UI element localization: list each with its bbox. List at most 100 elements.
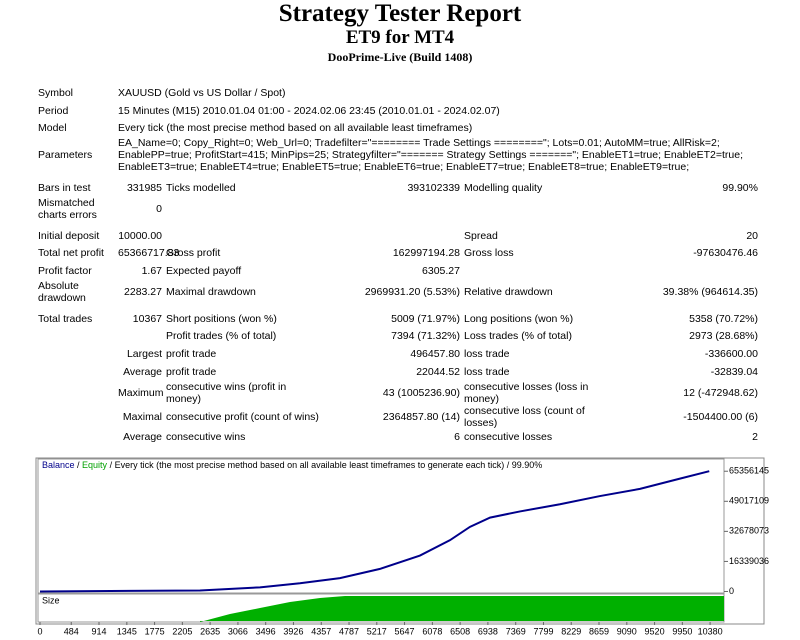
field-label: consecutive wins (profit in money) xyxy=(166,380,287,405)
report-row: Maximum consecutive wins (profit in money… xyxy=(36,381,760,405)
field-label: Gross loss xyxy=(464,247,514,260)
x-tick-label: 0 xyxy=(37,626,42,636)
field-value: 2973 (28.68%) xyxy=(689,330,758,343)
report-row: Symbol XAUUSD (Gold vs US Dollar / Spot) xyxy=(36,84,760,102)
field-label: consecutive losses (loss in money) xyxy=(464,380,589,405)
y-tick-label: 49017109 xyxy=(729,496,769,506)
report-row: Profit trades (% of total) 7394 (71.32%) L… xyxy=(36,328,760,346)
x-tick-label: 9950 xyxy=(672,626,692,636)
field-label: consecutive wins xyxy=(166,431,246,444)
field-label: Symbol xyxy=(38,86,74,99)
field-label: consecutive loss (count of losses) xyxy=(464,404,585,429)
x-tick-label: 9520 xyxy=(645,626,665,636)
field-value: Largest xyxy=(126,348,162,361)
x-tick-label: 2635 xyxy=(200,626,220,636)
field-label: Parameters xyxy=(38,149,93,162)
legend-model: Every tick (the most precise method base… xyxy=(115,460,505,470)
field-label: Maximal drawdown xyxy=(166,285,256,298)
field-label: consecutive profit (count of wins) xyxy=(166,410,319,423)
report-section: Symbol XAUUSD (Gold vs US Dollar / Spot) P… xyxy=(36,84,760,173)
x-tick-label: 8659 xyxy=(589,626,609,636)
legend-equity: Equity xyxy=(82,460,108,470)
field-value: 2283.27 xyxy=(124,285,162,298)
x-tick-label: 1775 xyxy=(145,626,165,636)
balance-line xyxy=(39,470,710,593)
x-tick-label: 4357 xyxy=(311,626,331,636)
report-section: Initial deposit 10000.00 Spread 20 Total net… xyxy=(36,227,760,304)
report-row: Average consecutive wins 6 consecutive loss… xyxy=(36,429,760,447)
report-row: Maximal consecutive profit (count of wins… xyxy=(36,405,760,429)
report-section: Bars in test 331985 Ticks modelled 39310233… xyxy=(36,179,760,221)
field-label: Mismatched charts errors xyxy=(38,196,97,221)
x-tick-label: 3066 xyxy=(228,626,248,636)
field-value: Average xyxy=(123,365,162,378)
x-tick-label: 6078 xyxy=(422,626,442,636)
report-row: Initial deposit 10000.00 Spread 20 xyxy=(36,227,760,245)
y-tick-label: 16339036 xyxy=(729,556,769,566)
report-row: Parameters EA_Name=0; Copy_Right=0; Web_U… xyxy=(36,137,760,173)
field-label: profit trade xyxy=(166,348,217,361)
x-tick-label: 484 xyxy=(64,626,79,636)
x-tick-label: 914 xyxy=(91,626,106,636)
x-tick-label: 1345 xyxy=(117,626,137,636)
field-value: 0 xyxy=(156,202,162,215)
field-label: Absolute drawdown xyxy=(38,279,86,304)
x-tick-label: 7799 xyxy=(533,626,553,636)
field-value: 10000.00 xyxy=(118,229,162,242)
field-label: Profit trades (% of total) xyxy=(166,330,277,343)
report-row: Largest profit trade 496457.80 loss trade -3… xyxy=(36,345,760,363)
field-label: loss trade xyxy=(464,348,510,361)
field-label: loss trade xyxy=(464,365,510,378)
field-label: Loss trades (% of total) xyxy=(464,330,572,343)
report-table: Symbol XAUUSD (Gold vs US Dollar / Spot) P… xyxy=(36,84,760,446)
field-value: 22044.52 xyxy=(416,365,460,378)
field-label: Expected payoff xyxy=(166,264,242,277)
x-tick-label: 3496 xyxy=(256,626,276,636)
field-label: consecutive losses xyxy=(464,431,553,444)
field-label: Modelling quality xyxy=(464,181,543,194)
field-value: 2364857.80 (14) xyxy=(382,410,460,423)
x-tick-label: 2205 xyxy=(172,626,192,636)
field-label: Ticks modelled xyxy=(166,181,236,194)
field-value: 6 xyxy=(454,431,460,444)
x-tick-label: 6508 xyxy=(450,626,470,636)
field-value: Maximum xyxy=(118,386,164,399)
field-value: 2969931.20 (5.53%) xyxy=(364,285,460,298)
y-tick-label: 65356145 xyxy=(729,466,769,476)
field-value: 5009 (71.97%) xyxy=(391,312,460,325)
field-value: -32839.04 xyxy=(710,365,758,378)
x-tick-label: 5217 xyxy=(367,626,387,636)
field-value: Every tick (the most precise method base… xyxy=(118,122,473,135)
y-tick-label: 32678073 xyxy=(729,526,769,536)
field-value: 7394 (71.32%) xyxy=(391,330,460,343)
x-tick-label: 9090 xyxy=(617,626,637,636)
x-tick-label: 4787 xyxy=(339,626,359,636)
x-tick-label: 5647 xyxy=(395,626,415,636)
report-row: Absolute drawdown 2283.27 Maximal drawdown… xyxy=(36,280,760,304)
report-row: Total net profit 65366717.83 Gross profit 1… xyxy=(36,244,760,262)
field-label: Long positions (won %) xyxy=(464,312,574,325)
legend-balance: Balance xyxy=(42,460,75,470)
size-label: Size xyxy=(42,595,60,605)
field-value: Average xyxy=(123,431,162,444)
report-title: Strategy Tester Report xyxy=(278,0,522,27)
field-label: Short positions (won %) xyxy=(166,312,277,325)
field-value: 162997194.28 xyxy=(392,247,460,260)
x-tick-label: 10380 xyxy=(698,626,723,636)
report-row: Period 15 Minutes (M15) 2010.01.04 01:00 … xyxy=(36,102,760,120)
balance-plot xyxy=(37,458,725,594)
field-label: Model xyxy=(38,122,67,135)
field-label: Gross profit xyxy=(166,247,221,260)
x-tick-label: 6938 xyxy=(478,626,498,636)
field-value: -97630476.46 xyxy=(693,247,758,260)
report-row: Mismatched charts errors 0 xyxy=(36,197,760,221)
legend-quality: 99.90% xyxy=(512,460,543,470)
field-label: Total net profit xyxy=(38,247,104,260)
field-value: 331985 xyxy=(126,181,162,194)
field-value: 2 xyxy=(752,431,758,444)
field-value: 99.90% xyxy=(722,181,758,194)
field-label: Period xyxy=(38,104,69,117)
field-value: 393102339 xyxy=(407,181,460,194)
field-value: 1.67 xyxy=(141,264,162,277)
